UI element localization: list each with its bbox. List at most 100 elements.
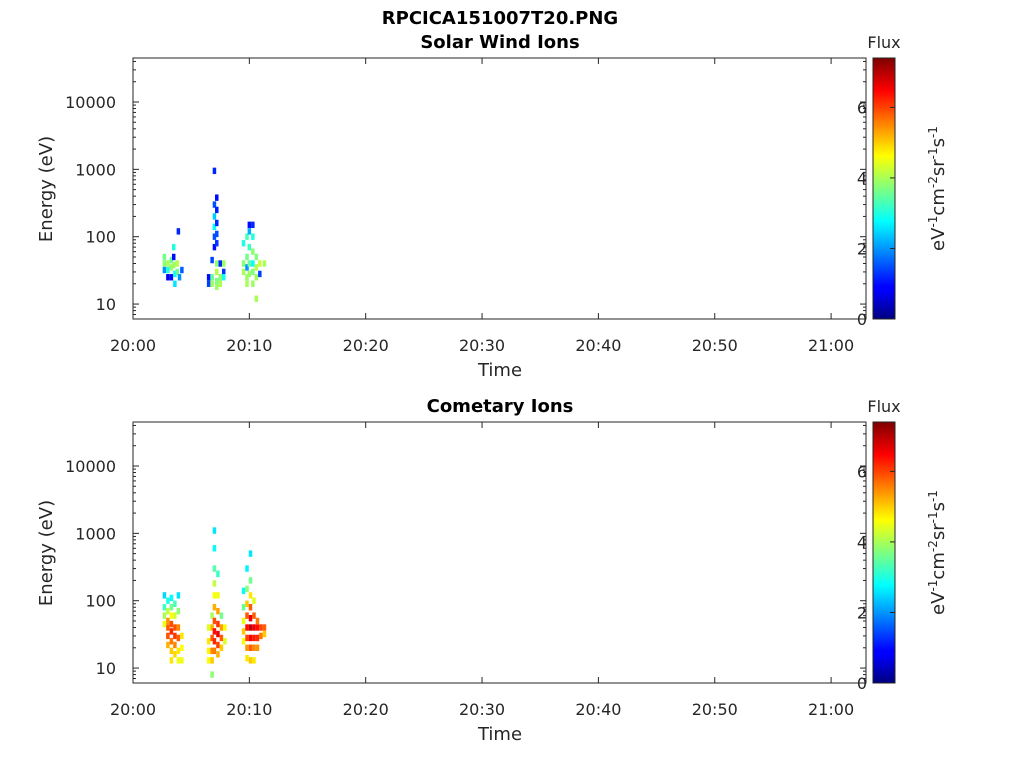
x-tick-label: 20:20	[343, 336, 389, 355]
heatmap-cell	[219, 634, 224, 642]
heatmap-cell	[171, 253, 176, 261]
heatmap-cell	[245, 264, 249, 271]
x-tick-label: 21:00	[808, 700, 854, 719]
heatmap-cell	[166, 274, 170, 281]
heatmap-cell	[169, 647, 174, 655]
y-axis-label-cometary: Energy (eV)	[36, 500, 57, 606]
x-tick-label: 21:00	[808, 336, 854, 355]
heatmap-cell	[176, 624, 181, 631]
panel-title-solar-wind: Solar Wind Ions	[420, 32, 579, 53]
heatmap-cell	[173, 641, 177, 649]
colorbar-tick-label: 0	[857, 310, 867, 329]
colorbar-label: Flux	[867, 397, 900, 416]
heatmap-cell	[176, 647, 181, 655]
heatmap-cell	[206, 638, 211, 645]
heatmap-cell	[162, 612, 167, 619]
colorbar-cometary: Flux 0 2 4 6 eV-1cm-2sr-1s-1	[857, 397, 949, 693]
heatmap-cell	[255, 644, 260, 651]
heatmap-cell	[218, 280, 223, 287]
heatmap-cell	[210, 256, 214, 264]
heatmap-cell	[252, 657, 256, 664]
heatmap-cell	[169, 628, 174, 635]
heatmap-cell	[180, 657, 184, 664]
heatmap-cell	[169, 594, 174, 602]
x-tick-label: 20:50	[692, 336, 738, 355]
heatmap-cell	[252, 624, 256, 631]
solar-wind-ions-panel: Solar Wind Ions 20:00 20:10 20:20 20:30 20:4…	[36, 32, 949, 381]
x-tick-label: 20:00	[110, 700, 156, 719]
heatmap-cell	[248, 634, 253, 642]
heatmap-cell	[255, 634, 260, 642]
heatmap-cell	[176, 607, 181, 615]
heatmap-cell	[212, 592, 217, 599]
heatmap-cell	[180, 266, 184, 274]
heatmap-cell	[210, 647, 214, 655]
heatmap-cell	[259, 632, 263, 640]
heatmap-cell	[251, 260, 255, 267]
colorbar-tick-label: 6	[857, 462, 867, 481]
heatmap-cell	[218, 274, 223, 281]
heatmap-cell	[252, 597, 256, 604]
heatmap-cell	[162, 253, 167, 261]
heatmap-cell	[166, 617, 170, 625]
x-tick-label: 20:40	[575, 336, 621, 355]
heatmap-cell	[245, 274, 249, 281]
colorbar-gradient	[872, 57, 896, 320]
heatmap-cell	[171, 243, 176, 251]
heatmap-cell	[248, 577, 253, 584]
heatmap-cell	[162, 620, 167, 628]
heatmap-cell	[212, 565, 217, 572]
colorbar-label: Flux	[867, 33, 900, 52]
heatmap-cell	[215, 240, 219, 247]
x-tick-label: 20:30	[459, 700, 505, 719]
heatmap-cell	[258, 260, 262, 267]
heatmap-cell	[215, 260, 219, 267]
heatmap-cell	[254, 253, 259, 261]
heatmap-cell	[254, 274, 259, 281]
heatmap-cell	[212, 647, 217, 655]
heatmap-cell	[175, 260, 179, 267]
heatmap-cell	[166, 597, 170, 604]
heatmap-cell	[210, 624, 214, 631]
panel-title-cometary: Cometary Ions	[427, 396, 574, 417]
heatmap-cell	[252, 634, 256, 642]
heatmap-cell	[245, 600, 249, 607]
colorbar-tick-label: 4	[857, 169, 867, 188]
heatmap-cell	[176, 657, 181, 664]
heatmap-cell	[254, 295, 259, 302]
heatmap-cell	[212, 201, 217, 208]
heatmap-cell	[245, 644, 249, 651]
heatmap-cell	[173, 270, 177, 278]
heatmap-cell	[169, 264, 174, 271]
heatmap-cell	[248, 604, 253, 611]
heatmap-cell	[171, 261, 176, 269]
heatmap-cell	[245, 565, 249, 572]
heatmap-cell	[241, 638, 246, 645]
heatmap-cell	[247, 270, 252, 278]
heatmap-cell	[248, 592, 253, 599]
cometary-heatmap: 20:00 20:10 20:20 20:30 20:40 20:50 21:00 10 100…	[65, 421, 867, 719]
heatmap-cell	[245, 612, 249, 619]
heatmap-cell	[252, 644, 256, 651]
heatmap-cell	[169, 620, 174, 628]
heatmap-cell	[180, 644, 184, 651]
heatmap-cell	[206, 647, 211, 655]
cometary-ions-panel: Cometary Ions 20:00 20:10 20:20 20:30 20:40 2…	[36, 396, 949, 745]
heatmap-cell	[248, 657, 253, 664]
heatmap-cell	[166, 632, 170, 640]
heatmap-cell	[173, 600, 177, 607]
heatmap-cell	[245, 655, 249, 662]
heatmap-cell	[212, 213, 217, 220]
x-axis-label-solar-wind: Time	[477, 360, 522, 381]
heatmap-cell	[251, 248, 255, 255]
heatmap-cell	[212, 167, 217, 175]
heatmap-cell	[241, 240, 246, 247]
y-tick-label: 100	[85, 592, 116, 611]
solar-wind-heatmap: 20:00 20:10 20:20 20:30 20:40 20:50 21:00 10 100…	[65, 57, 867, 355]
heatmap-cell	[215, 206, 219, 214]
heatmap-cell	[216, 592, 220, 599]
heatmap-cell	[169, 604, 174, 611]
heatmap-cell	[251, 268, 255, 276]
